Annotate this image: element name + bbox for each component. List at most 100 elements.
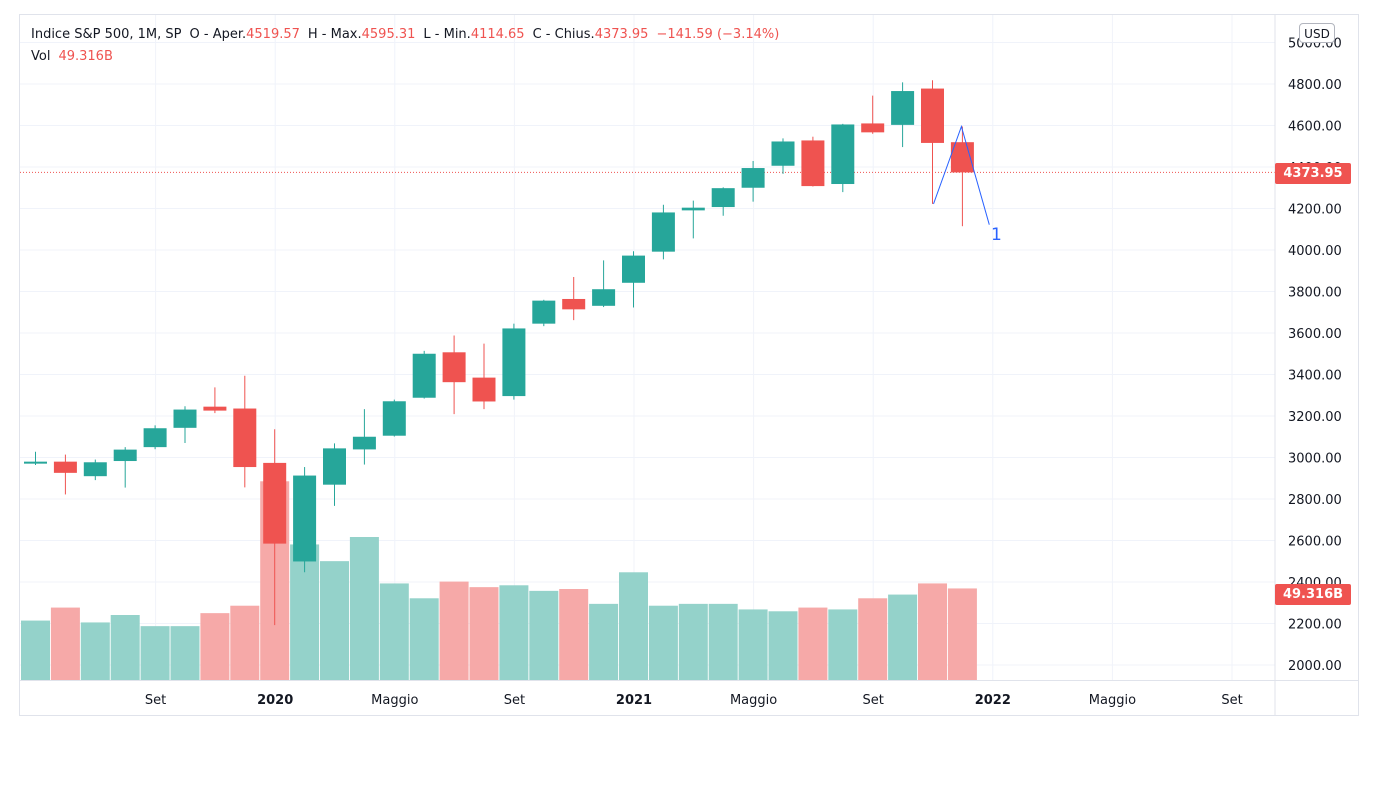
candle-body [412,353,436,398]
y-tick-label: 2000.00 [1288,659,1342,674]
candle-body [293,475,317,562]
candle[interactable] [173,406,197,443]
candle[interactable] [442,335,466,415]
candle-body [352,436,376,450]
volume-bar [619,572,648,680]
candle[interactable] [323,443,346,506]
candle-body [651,212,675,252]
candle[interactable] [502,323,526,400]
volume-bar [738,609,768,680]
x-tick-label: Set [1221,693,1242,708]
volume-bar [918,583,947,680]
candle[interactable] [293,467,317,573]
candle[interactable] [891,82,915,148]
candle-body [502,328,526,397]
candle[interactable] [352,409,376,465]
candle-body [203,406,227,411]
grid-lines [20,15,1275,680]
candle[interactable] [741,160,765,202]
candle-body [771,141,795,166]
candle[interactable] [83,459,107,481]
candle[interactable] [771,138,795,174]
open-label: O - Aper. [189,27,247,42]
annotation-label[interactable]: 1 [991,225,1002,245]
close-value: 4373.95 [594,27,649,42]
candle[interactable] [532,299,556,327]
candle-body [681,207,705,211]
currency-button[interactable]: USD [1299,23,1335,43]
volume-bar [170,626,200,680]
candle[interactable] [203,387,227,414]
ohlc-legend: Indice S&P 500, 1M, SP O - Aper.4519.57 H … [31,27,779,42]
symbol-name[interactable]: Indice S&P 500, 1M, SP [31,27,182,42]
volume-bar [110,615,140,680]
volume-bar [589,603,619,680]
candle[interactable] [143,425,167,450]
x-tick-label: Set [504,693,525,708]
volume-bar [140,626,170,680]
candle[interactable] [950,126,974,227]
volume-bar [798,607,828,680]
candle[interactable] [412,350,436,399]
volume-label[interactable]: Vol [31,49,51,64]
y-tick-label: 2200.00 [1288,618,1342,633]
candle-body [113,449,137,462]
candle[interactable] [622,251,645,308]
candlesticks[interactable] [24,80,974,626]
x-tick-label: 2020 [257,693,293,708]
candle[interactable] [801,136,825,187]
volume-bar [708,603,738,680]
candle[interactable] [681,200,705,239]
y-tick-label: 4200.00 [1288,203,1342,218]
candle[interactable] [861,95,885,134]
candle[interactable] [472,343,496,410]
candle-body [562,298,586,310]
volume-value: 49.316B [58,49,113,64]
volume-bar [409,598,439,680]
volume-bar [559,589,589,680]
candle-body [382,401,406,436]
y-tick-label: 3800.00 [1288,286,1342,301]
high-value: 4595.31 [361,27,416,42]
candle[interactable] [233,375,257,488]
candle-body [622,255,645,283]
candle[interactable] [831,123,855,193]
candle[interactable] [592,260,616,308]
candle-body [891,91,915,125]
candle-body [532,300,556,324]
volume-bar [439,581,469,680]
volume-bar [529,590,559,680]
chart-frame[interactable] [19,14,1359,716]
volume-legend: Vol 49.316B [31,49,113,64]
y-tick-label: 3400.00 [1288,369,1342,384]
volume-bar [768,611,798,680]
axes: 2000.002200.002400.002600.002800.003000.… [20,15,1358,715]
candle[interactable] [53,454,77,495]
x-tick-label: 2022 [975,693,1011,708]
volume-bar [469,587,499,680]
candle-body [83,462,107,477]
close-label: C - Chius. [532,27,595,42]
candle[interactable] [24,451,47,465]
drawing-annotation[interactable] [933,124,990,225]
candle[interactable] [382,399,406,437]
x-tick-label: Maggio [1089,693,1136,708]
y-tick-label: 4800.00 [1288,78,1342,93]
candle[interactable] [921,80,944,204]
y-tick-label: 2800.00 [1288,493,1342,508]
candle-body [53,461,77,473]
annotation-line [933,124,990,225]
x-tick-label: 2021 [616,693,652,708]
candle[interactable] [711,187,735,216]
y-tick-label: 3200.00 [1288,410,1342,425]
candle[interactable] [263,429,287,626]
candle[interactable] [113,447,137,488]
y-tick-label: 2600.00 [1288,535,1342,550]
y-tick-label: 3000.00 [1288,452,1342,467]
candle[interactable] [562,276,586,321]
candle-body [472,377,496,402]
candle[interactable] [651,204,675,260]
volume-bar [50,607,80,680]
y-tick-label: 4000.00 [1288,244,1342,259]
